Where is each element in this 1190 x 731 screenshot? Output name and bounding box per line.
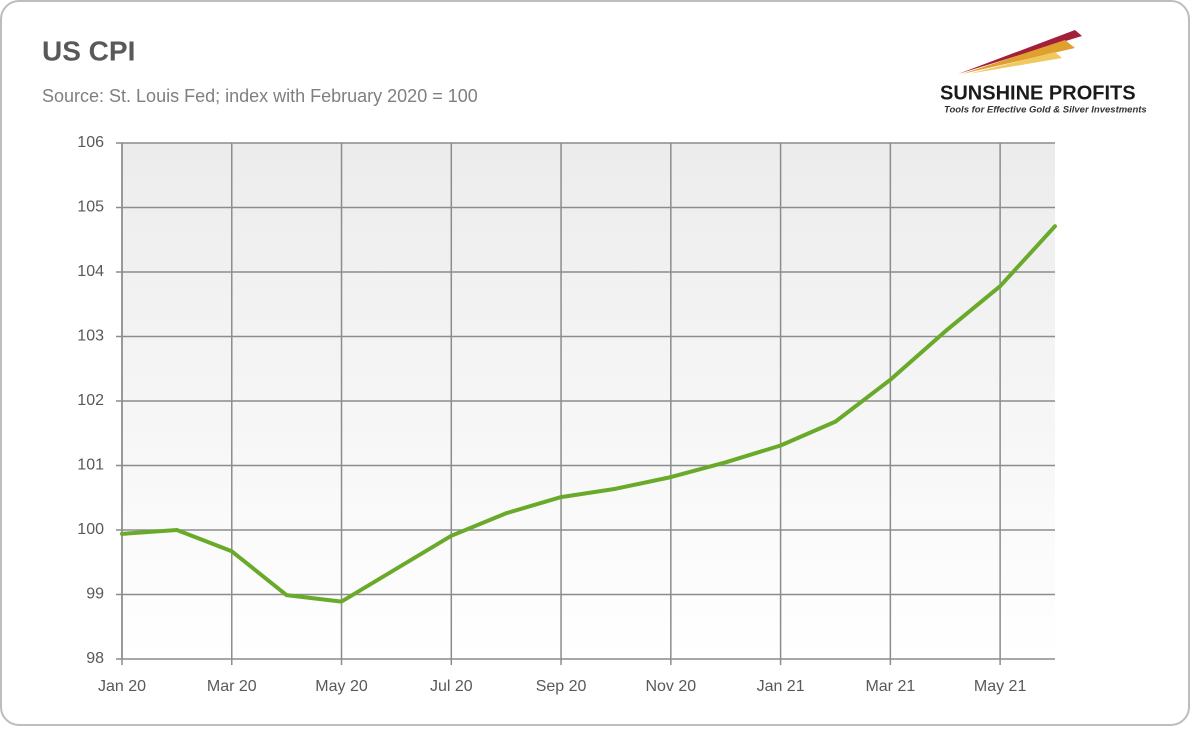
y-tick-label: 99 (86, 586, 104, 603)
logo-stripe (968, 52, 1062, 74)
logo-stripe (962, 40, 1075, 74)
x-tick-label: Mar 20 (207, 678, 257, 695)
y-tick-label: 103 (77, 328, 104, 345)
x-tick-label: May 20 (315, 678, 368, 695)
x-tick-label: Jul 20 (430, 678, 473, 695)
logo-stripe (958, 30, 1082, 74)
x-tick-label: Sep 20 (536, 678, 587, 695)
logo-tagline: Tools for Effective Gold & Silver Invest… (944, 105, 1147, 116)
marks (120, 224, 1057, 604)
y-tick-label: 106 (77, 134, 104, 151)
logo: SUNSHINE PROFITS Tools for Effective Gol… (940, 30, 1147, 116)
logo-name: SUNSHINE PROFITS (940, 82, 1136, 104)
y-tick-label: 105 (77, 199, 104, 216)
x-tick-label: Jan 21 (757, 678, 805, 695)
chart-subtitle: Source: St. Louis Fed; index with Februa… (42, 86, 478, 106)
data-line (120, 224, 1057, 604)
y-tick-label: 104 (77, 263, 104, 280)
y-tick-label: 100 (77, 521, 104, 538)
y-tick-label: 102 (77, 392, 104, 409)
grid: 98 99 100 101 102 103 104 105 106 Jan 20 Mar 20 May… (77, 134, 1055, 695)
y-tick-label: 98 (86, 650, 104, 667)
x-tick-label: May 21 (974, 678, 1027, 695)
x-tick-label: Nov 20 (645, 678, 696, 695)
x-tick-label: Mar 21 (865, 678, 915, 695)
x-tick-label: Jan 20 (98, 678, 146, 695)
chart-title: US CPI (42, 35, 135, 66)
y-tick-label: 101 (77, 457, 104, 474)
